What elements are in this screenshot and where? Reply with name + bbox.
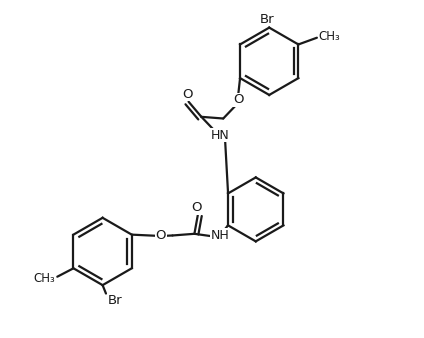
Text: Br: Br <box>260 13 275 26</box>
Text: HN: HN <box>210 129 229 142</box>
Text: O: O <box>192 201 202 214</box>
Text: NH: NH <box>210 229 229 242</box>
Text: CH₃: CH₃ <box>34 272 56 285</box>
Text: O: O <box>233 94 244 106</box>
Text: Br: Br <box>108 294 122 307</box>
Text: CH₃: CH₃ <box>318 30 340 43</box>
Text: O: O <box>182 88 193 101</box>
Text: O: O <box>156 229 166 242</box>
